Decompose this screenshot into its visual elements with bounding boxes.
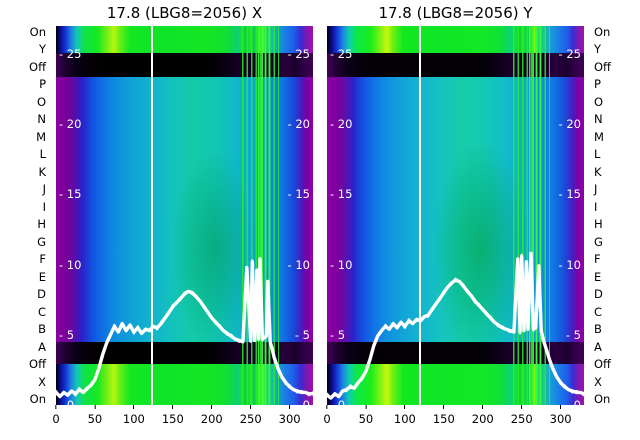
dipole-tick-right-c-16: C (594, 304, 603, 319)
xtick-right-250: 250 (511, 405, 533, 426)
xtick-label: 300 (278, 412, 301, 426)
panel-title-y: 17.8 (LBG8=2056) Y (378, 4, 533, 22)
dipole-tick-left-g-12: G (37, 234, 46, 249)
xtick-label: 50 (358, 412, 374, 426)
xtick-left-200: 200 (201, 405, 223, 426)
dipole-tick-left-y-1: Y (38, 42, 46, 57)
dipole-tick-left-on-21: On (29, 392, 46, 406)
xaxis-left: 0 50 100 150 200 250 300 (52, 405, 313, 435)
heatmap-panel-x[interactable]: - 25- 25- 20- 20- 15- 15- 10- 10- 5- 5- … (56, 26, 313, 412)
heatmap-image-x (56, 26, 313, 405)
dipole-tick-left-n-5: N (37, 112, 46, 127)
dipole-tick-right-l-7: L (594, 147, 601, 162)
xtick-left-100: 100 (123, 405, 145, 426)
dipole-tick-left-c-16: C (37, 304, 46, 319)
dipole-tick-right-b-17: B (594, 322, 602, 337)
xtick-label: 150 (161, 412, 184, 426)
dipole-tick-right-d-15: D (594, 287, 603, 302)
dipole-tick-left-b-17: B (38, 322, 46, 337)
dipole-tick-left-p-3: P (39, 77, 46, 92)
dipole-tick-left-e-14: E (38, 269, 46, 284)
beam-envelope-curve-y (327, 251, 584, 400)
dipole-axis-right: On Y Off P O N M L K J I H G F E D C B A Off X On (588, 25, 640, 406)
xtick-right-0: 0 (323, 405, 331, 426)
dipole-tick-left-o-4: O (36, 94, 46, 109)
dipole-tick-right-y-1: Y (594, 42, 602, 57)
dipole-tick-right-k-8: K (594, 164, 602, 179)
xtick-label: 100 (122, 412, 145, 426)
marker-line-y (418, 26, 421, 405)
dipole-tick-right-on-0: On (594, 25, 611, 39)
dipole-tick-left-x-20: X (38, 374, 46, 389)
dipole-tick-left-k-8: K (38, 164, 46, 179)
xtick-label: 250 (239, 412, 262, 426)
xtick-label: 300 (549, 412, 572, 426)
xtick-label: 200 (471, 412, 494, 426)
xtick-left-250: 250 (240, 405, 262, 426)
dipole-tick-left-h-11: H (37, 217, 46, 232)
xtick-left-0: 0 (52, 405, 60, 426)
dipole-tick-right-a-18: A (594, 339, 602, 354)
xtick-right-50: 50 (358, 405, 374, 426)
xtick-right-300: 300 (550, 405, 572, 426)
dipole-tick-right-p-3: P (594, 77, 601, 92)
xtick-right-100: 100 (394, 405, 416, 426)
dipole-tick-right-off-19: Off (594, 357, 611, 372)
xtick-label: 0 (52, 412, 60, 426)
panel-title-x: 17.8 (LBG8=2056) X (106, 4, 263, 22)
dipole-tick-left-f-13: F (39, 252, 46, 267)
dipole-tick-right-j-9: J (594, 182, 598, 197)
xtick-label: 0 (323, 412, 331, 426)
dipole-tick-left-m-6: M (36, 129, 46, 144)
dipole-tick-left-i-10: I (42, 199, 46, 214)
dipole-tick-right-m-6: M (594, 129, 604, 144)
dipole-tick-right-f-13: F (594, 252, 601, 267)
dipole-tick-left-off-19: Off (29, 357, 46, 372)
xtick-label: 50 (87, 412, 103, 426)
dipole-tick-right-e-14: E (594, 269, 602, 284)
xtick-left-50: 50 (87, 405, 103, 426)
dipole-tick-right-h-11: H (594, 217, 603, 232)
xtick-label: 150 (432, 412, 455, 426)
xtick-label: 250 (510, 412, 533, 426)
heatmap-panel-y[interactable]: - 25- 25- 20- 20- 15- 15- 10- 10- 5- 5- … (327, 26, 584, 412)
xtick-left-150: 150 (162, 405, 184, 426)
dipole-tick-left-j-9: J (42, 182, 46, 197)
dipole-tick-left-l-7: L (39, 147, 46, 162)
dipole-tick-right-n-5: N (594, 112, 603, 127)
dipole-tick-right-x-20: X (594, 374, 602, 389)
dipole-tick-left-d-15: D (37, 287, 46, 302)
xtick-right-150: 150 (433, 405, 455, 426)
dipole-tick-left-on-0: On (29, 25, 46, 39)
dipole-tick-right-off-2: Off (594, 59, 611, 74)
dipole-tick-right-o-4: O (594, 94, 604, 109)
xtick-label: 200 (200, 412, 223, 426)
dipole-tick-left-off-2: Off (29, 59, 46, 74)
dipole-tick-right-on-21: On (594, 392, 611, 406)
xtick-right-200: 200 (472, 405, 494, 426)
xtick-left-300: 300 (279, 405, 301, 426)
dipole-tick-right-i-10: I (594, 199, 598, 214)
dipole-tick-left-a-18: A (38, 339, 46, 354)
beam-envelope-curve-x (56, 257, 313, 399)
marker-line-x (151, 26, 153, 405)
dipole-tick-right-g-12: G (594, 234, 603, 249)
heatmap-image-y (327, 26, 584, 405)
xtick-label: 100 (393, 412, 416, 426)
xaxis-right: 0 50 100 150 200 250 300 (323, 405, 584, 435)
